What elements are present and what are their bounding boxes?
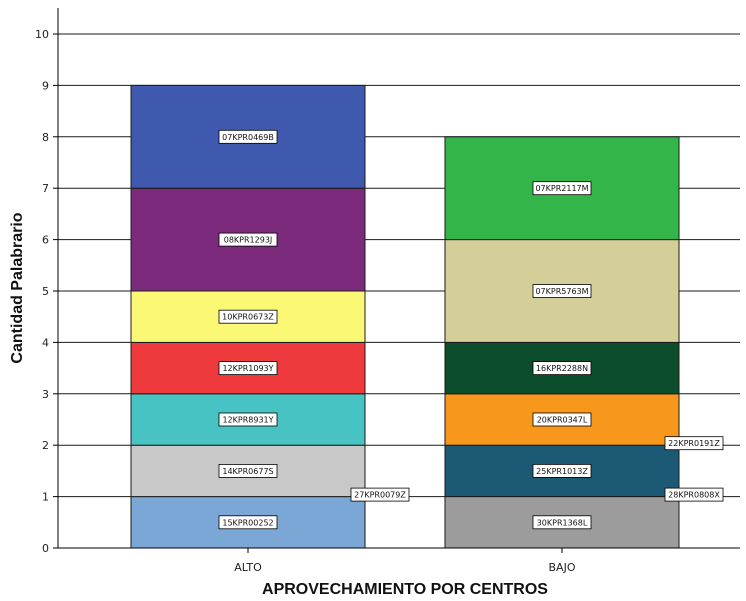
segment-label-box	[532, 284, 592, 298]
segment-label: 20KPR0347L	[532, 412, 592, 427]
segment-label: 22KPR0191Z	[664, 436, 724, 451]
y-tick-label: 4	[42, 336, 49, 349]
segment-label-text: 07KPR2117M	[535, 184, 588, 193]
segment-labels: 15KPR00252 27KPR0079Z 14KPR0677S 12KPR8931Y…	[218, 129, 724, 530]
y-tick-label: 2	[42, 439, 49, 452]
segment-label: 25KPR1013Z	[532, 463, 592, 478]
segment-label: 12KPR1093Y	[218, 361, 278, 376]
x-tick-label: BAJO	[549, 561, 576, 574]
segment-label: 07KPR2117M	[532, 181, 592, 196]
y-tick-label: 10	[35, 28, 49, 41]
segment-label-box	[664, 487, 724, 502]
segment-label-box	[218, 129, 278, 144]
axes: 0 1 2 3 4 5 6 7 8 9 10 ALTO BAJO	[35, 8, 740, 574]
segment-label-text: 22KPR0191Z	[668, 439, 720, 448]
segment-label-box	[532, 515, 592, 530]
segment-label: 07KPR5763M	[532, 284, 592, 298]
segment-label-box	[218, 361, 278, 376]
y-tick-label: 5	[42, 285, 49, 298]
segment-label-text: 16KPR2288N	[536, 364, 588, 373]
segment-label: 27KPR0079Z	[350, 487, 410, 502]
segment-label-box	[218, 515, 278, 530]
segment-label-box	[664, 436, 724, 451]
segment-label-text: 25KPR1013Z	[536, 467, 588, 476]
segment-label-text: 28KPR0808X	[668, 491, 720, 500]
segment-label: 10KPR0673Z	[218, 309, 278, 324]
segment-label-text: 07KPR0469B	[222, 133, 274, 142]
segment-label-text: 15KPR00252	[222, 518, 273, 527]
y-tick-label: 8	[42, 131, 49, 144]
y-tick-label: 0	[42, 542, 49, 555]
segment-label-box	[218, 412, 278, 427]
y-tick-label: 6	[42, 234, 49, 247]
segment-label-text: 14KPR0677S	[222, 467, 273, 476]
segment-label-box	[532, 361, 592, 376]
segment-label-text: 12KPR1093Y	[222, 364, 273, 373]
segment-label-box	[218, 463, 278, 478]
segment-label-box	[532, 181, 592, 196]
segment-label: 16KPR2288N	[532, 361, 592, 376]
y-tick-label: 3	[42, 388, 49, 401]
y-tick-label: 9	[42, 79, 49, 92]
segment-label-text: 27KPR0079Z	[354, 491, 406, 500]
segment-label-text: 20KPR0347L	[537, 416, 588, 425]
segment-label: 15KPR00252	[218, 515, 278, 530]
segment-label: 28KPR0808X	[664, 487, 724, 502]
segment-label-text: 10KPR0673Z	[222, 313, 274, 322]
segment-label-box	[532, 463, 592, 478]
segment-label-text: 12KPR8931Y	[222, 416, 273, 425]
segment-label-box	[218, 232, 278, 247]
bars	[130, 84, 680, 549]
segment-label: 07KPR0469B	[218, 129, 278, 144]
segment-label-box	[350, 487, 410, 502]
segment-label: 14KPR0677S	[218, 463, 278, 478]
segment-label: 12KPR8931Y	[218, 412, 278, 427]
segment-label-box	[218, 309, 278, 324]
y-axis-title: Cantidad Palabrario	[9, 212, 26, 363]
segment-label: 30KPR1368L	[532, 515, 592, 530]
segment-label-text: 07KPR5763M	[535, 287, 588, 296]
segment-label-box	[532, 412, 592, 427]
y-tick-label: 7	[42, 182, 49, 195]
x-axis-title: APROVECHAMIENTO POR CENTROS	[262, 581, 548, 598]
segment-label-text: 08KPR1293J	[224, 236, 273, 245]
y-tick-label: 1	[42, 491, 49, 504]
segment-label-text: 30KPR1368L	[537, 518, 588, 527]
segment-label: 08KPR1293J	[218, 232, 278, 247]
x-tick-label: ALTO	[234, 561, 262, 574]
